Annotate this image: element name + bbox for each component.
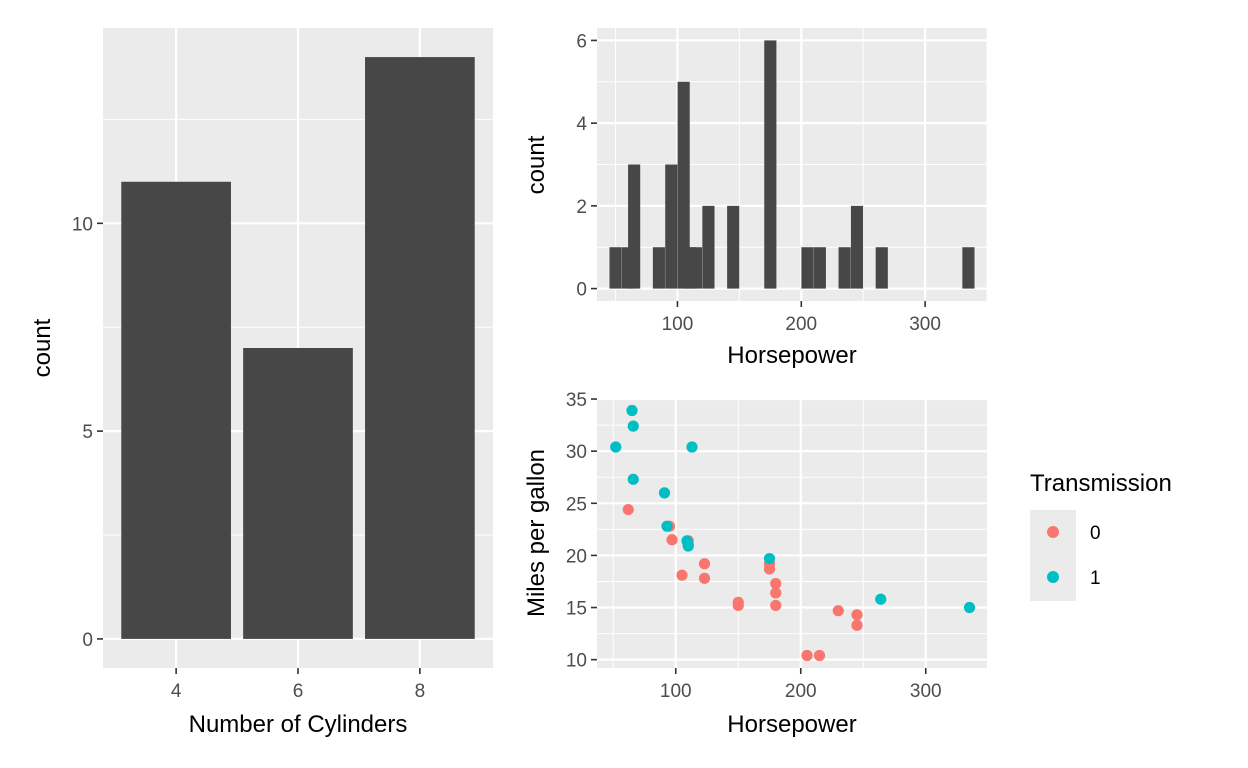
scatter-point-transmission-1: [686, 441, 698, 453]
scatter-point-transmission-1: [763, 552, 776, 565]
legend-key-transmission-0: [1047, 526, 1059, 538]
scatter-point-transmission-1: [963, 601, 976, 614]
histogram-x-tick-label: 100: [662, 314, 694, 335]
scatter-point-transmission-0: [832, 605, 844, 617]
histogram-x-axis-label: Horsepower: [727, 342, 856, 369]
horsepower-histogram: 0 2 4 6 100 200 300 Horsepower count: [523, 28, 988, 369]
scatter-point-transmission-0: [698, 572, 711, 584]
cylinders-bar-6: [243, 348, 353, 639]
histogram-bar: [727, 205, 740, 289]
histogram-x-tick-label: 300: [909, 314, 941, 335]
scatter-point-transmission-0: [666, 534, 678, 546]
histogram-y-tick-label: 2: [576, 197, 587, 218]
scatter-axes: 10 15 20 25 30 35 100 200 300: [566, 390, 942, 702]
scatter-point-transmission-0: [801, 649, 813, 662]
histogram-y-axis-label: count: [523, 135, 550, 194]
cylinders-y-tick-label: 10: [72, 214, 93, 235]
cylinders-bar-4: [121, 181, 231, 639]
scatter-point-transmission-1: [658, 487, 671, 499]
scatter-point-transmission-1: [875, 593, 887, 605]
cylinders-x-tick-label: 8: [415, 681, 426, 702]
histogram-axes: 0 2 4 6 100 200 300: [576, 31, 941, 335]
histogram-bar: [801, 247, 814, 289]
scatter-point-transmission-0: [851, 619, 863, 631]
histogram-bar: [609, 247, 622, 289]
histogram-bar: [628, 164, 641, 289]
legend-label-transmission-0: 0: [1090, 523, 1101, 544]
scatter-point-transmission-1: [610, 441, 622, 453]
scatter-point-transmission-1: [626, 404, 638, 417]
legend-key-background: [1030, 510, 1076, 601]
cylinders-y-tick-label: 5: [82, 422, 93, 443]
scatter-panel-background: [597, 398, 987, 668]
scatter-y-tick-label: 30: [566, 442, 587, 463]
legend-title: Transmission: [1030, 470, 1172, 497]
scatter-point-transmission-0: [770, 599, 782, 612]
scatter-point-transmission-0: [622, 503, 634, 516]
legend-label-transmission-1: 1: [1090, 568, 1101, 589]
scatter-y-tick-label: 10: [566, 651, 587, 672]
scatter-y-axis-label: Miles per gallon: [523, 449, 550, 617]
transmission-legend: Transmission 01: [1030, 470, 1172, 601]
histogram-y-tick-label: 0: [576, 280, 587, 301]
histogram-bar: [764, 40, 777, 289]
scatter-point-transmission-0: [732, 599, 744, 612]
scatter-point-transmission-0: [813, 649, 826, 662]
scatter-x-tick-label: 300: [910, 681, 942, 702]
histogram-bar: [813, 247, 826, 289]
scatter-point-transmission-1: [627, 473, 639, 485]
histogram-bar: [838, 247, 851, 289]
histogram-gridlines: [597, 28, 988, 301]
scatter-point-transmission-0: [770, 587, 782, 599]
scatter-y-tick-label: 25: [566, 494, 587, 515]
scatter-gridlines: [597, 397, 987, 668]
legend-key-transmission-1: [1047, 571, 1059, 583]
scatter-x-axis-label: Horsepower: [727, 711, 856, 738]
cylinders-y-tick-label: 0: [82, 630, 93, 651]
histogram-bar: [652, 247, 665, 289]
histogram-bar: [850, 205, 864, 289]
cylinders-axes: 0 5 10 4 6 8: [72, 214, 425, 702]
scatter-point-transmission-0: [851, 609, 863, 621]
legend-items: 01: [1047, 523, 1101, 589]
cylinders-x-tick-label: 4: [171, 681, 182, 702]
histogram-bar: [702, 205, 715, 289]
scatter-y-tick-label: 20: [566, 546, 587, 567]
scatter-point-transmission-0: [676, 569, 688, 581]
scatter-y-tick-label: 15: [566, 599, 587, 620]
scatter-points: [610, 404, 976, 662]
histogram-x-tick-label: 200: [785, 314, 817, 335]
histogram-bar: [665, 164, 678, 289]
histogram-bars: [609, 40, 975, 289]
histogram-bar: [875, 247, 888, 289]
scatter-point-transmission-1: [661, 520, 673, 532]
scatter-point-transmission-0: [698, 558, 711, 570]
scatter-point-transmission-1: [627, 420, 639, 432]
scatter-point-transmission-1: [681, 535, 693, 547]
cylinders-bars: [121, 57, 475, 639]
scatter-x-tick-label: 100: [660, 681, 692, 702]
histogram-y-tick-label: 6: [576, 31, 587, 52]
cylinders-bar-chart: 0 5 10 4 6 8 Number of Cylinders count: [29, 28, 493, 738]
cylinders-x-tick-label: 6: [293, 681, 304, 702]
scatter-x-tick-label: 200: [785, 681, 817, 702]
mpg-horsepower-scatter: 10 15 20 25 30 35 100 200 300 Horsepower Miles p…: [523, 390, 987, 738]
histogram-bar: [962, 247, 975, 289]
histogram-bar: [689, 247, 703, 289]
histogram-y-tick-label: 4: [576, 114, 587, 135]
scatter-y-tick-label: 35: [566, 390, 587, 411]
histogram-bar: [677, 81, 690, 289]
cylinders-bar-8: [365, 57, 475, 639]
scatter-point-transmission-0: [770, 577, 782, 590]
cylinders-y-axis-label: count: [29, 318, 56, 377]
cylinders-x-axis-label: Number of Cylinders: [189, 711, 408, 738]
